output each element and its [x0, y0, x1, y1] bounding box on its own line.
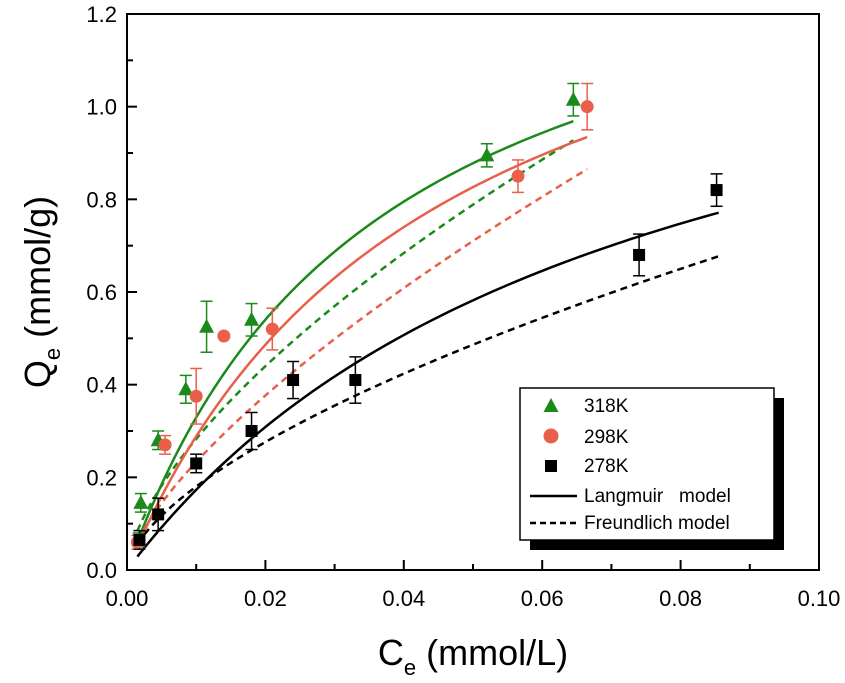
freundlich-curve-278k — [136, 255, 720, 545]
x-tick-label: 0.10 — [798, 586, 841, 611]
legend-label-318k: 318K — [584, 396, 629, 417]
y-axis-title: Qe (mmol/g) — [17, 196, 65, 388]
point-298k — [189, 389, 203, 403]
x-tick-label: 0.04 — [382, 586, 425, 611]
point-298k — [265, 322, 279, 336]
legend-marker-278k — [545, 460, 557, 472]
x-tick-label: 0.02 — [244, 586, 287, 611]
legend-box — [519, 387, 775, 541]
x-tick-label: 0.06 — [521, 586, 564, 611]
legend-label-298k: 298K — [584, 427, 629, 448]
y-tick-label: 0.4 — [86, 373, 117, 398]
freundlich-curve-318k — [136, 139, 574, 532]
langmuir-curve-298k — [136, 135, 588, 547]
point-298k — [217, 329, 231, 343]
point-278k — [152, 508, 165, 521]
point-278k — [710, 184, 723, 197]
langmuir-curve-318k — [136, 120, 574, 543]
point-298k — [511, 169, 525, 183]
langmuir-curve-278k — [136, 211, 719, 558]
y-tick-label: 1.2 — [86, 2, 117, 27]
legend-label-278k: 278K — [584, 456, 629, 477]
x-ticks: 0.00 0.02 0.04 0.06 0.08 0.10 — [106, 560, 841, 611]
legend-marker-318k — [543, 398, 559, 412]
legend-label-freundlich: Freundlich model — [584, 513, 730, 534]
point-298k — [158, 438, 172, 452]
point-298k — [580, 100, 594, 114]
y-ticks: 0.0 0.2 0.4 0.6 0.8 1.0 1.2 — [86, 2, 137, 583]
point-278k — [133, 533, 146, 546]
y-tick-label: 0.0 — [86, 558, 117, 583]
point-318k — [479, 147, 495, 162]
freundlich-curve-298k — [136, 168, 588, 542]
point-278k — [287, 374, 300, 387]
point-318k — [178, 381, 194, 396]
point-278k — [633, 248, 646, 261]
legend-marker-298k — [543, 428, 559, 444]
y-tick-label: 0.2 — [86, 465, 117, 490]
data-points — [130, 91, 723, 549]
x-axis-title: Ce (mmol/L) — [378, 632, 568, 680]
fit-curves — [136, 120, 720, 558]
point-318k — [199, 318, 215, 333]
point-318k — [244, 311, 260, 326]
legend: 318K 298K 278K Langmuir model Freundlich… — [519, 387, 784, 550]
y-tick-label: 1.0 — [86, 95, 117, 120]
x-tick-label: 0.08 — [659, 586, 702, 611]
x-tick-label: 0.00 — [106, 586, 149, 611]
point-278k — [245, 425, 258, 437]
legend-label-langmuir: Langmuir model — [584, 486, 731, 507]
point-318k — [133, 494, 149, 509]
point-318k — [565, 91, 581, 106]
y-tick-label: 0.6 — [86, 280, 117, 305]
y-tick-label: 0.8 — [86, 187, 117, 212]
point-278k — [349, 374, 362, 387]
point-278k — [190, 457, 203, 470]
